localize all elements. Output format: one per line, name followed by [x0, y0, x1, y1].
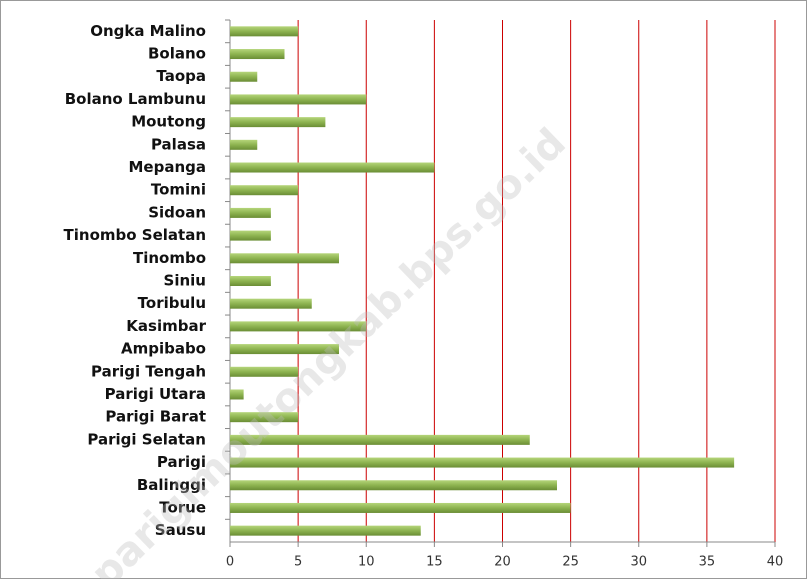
y-tick-label: Taopa [156, 67, 206, 85]
y-tick-label: Toribulu [138, 294, 206, 312]
x-tick-label: 10 [358, 555, 375, 570]
x-tick-label: 0 [226, 555, 234, 570]
bar [230, 49, 285, 60]
bar [230, 162, 435, 173]
y-tick-label: Palasa [151, 135, 206, 153]
bar [230, 434, 530, 445]
y-tick-label: Tomini [151, 181, 206, 199]
x-tick-label: 40 [767, 555, 784, 570]
bar [230, 298, 312, 309]
y-tick-label: Parigi Barat [105, 408, 206, 426]
plot: 0 5 10 15 20 25 30 35 40 Ongka Malino Bolano Taopa B… [64, 19, 784, 570]
bar [230, 117, 326, 128]
bar [230, 276, 271, 286]
y-tick-label: Tinombo Selatan [64, 226, 206, 244]
x-tick-label: 5 [294, 555, 302, 570]
y-tick-label: Parigi Tengah [91, 362, 206, 380]
bar [230, 185, 299, 196]
bar [230, 480, 557, 491]
bar [230, 94, 367, 105]
x-tick-label: 35 [699, 555, 716, 570]
bar [230, 207, 271, 218]
y-tick-label: Balinggi [137, 476, 206, 494]
y-tick-label: Moutong [131, 113, 206, 131]
bar [230, 412, 299, 423]
y-tick-label: Torue [159, 498, 206, 516]
x-tick-label: 30 [630, 555, 647, 570]
x-tick-label: 25 [562, 555, 579, 570]
y-tick-label: Bolano [148, 45, 206, 63]
bar [230, 366, 299, 377]
bar [230, 26, 299, 37]
bar [230, 502, 571, 513]
y-tick-label: Sidoan [148, 203, 206, 221]
bar [230, 321, 367, 332]
bar [230, 389, 244, 400]
bar [230, 457, 735, 468]
y-tick-label: Ongka Malino [90, 22, 206, 40]
y-tick-label: Bolano Lambunu [65, 90, 206, 108]
x-tick-label: 20 [494, 555, 511, 570]
y-tick-label: Kasimbar [126, 317, 206, 335]
y-tick-label: Siniu [164, 272, 206, 290]
y-tick-label: Ampibabo [121, 340, 206, 358]
bar [230, 344, 339, 355]
bar [230, 525, 421, 536]
bar [230, 253, 339, 264]
bar [230, 139, 258, 150]
y-tick-label: Mepanga [129, 158, 207, 176]
bar [230, 71, 258, 82]
y-tick-label: Parigi [157, 453, 206, 471]
y-tick-label: Parigi Utara [105, 385, 206, 403]
y-tick-label: Tinombo [133, 249, 206, 267]
x-tick-label: 15 [426, 555, 443, 570]
y-tick-label: Sausu [155, 521, 206, 539]
y-tick-label: Parigi Selatan [87, 430, 206, 448]
bar [230, 230, 271, 241]
